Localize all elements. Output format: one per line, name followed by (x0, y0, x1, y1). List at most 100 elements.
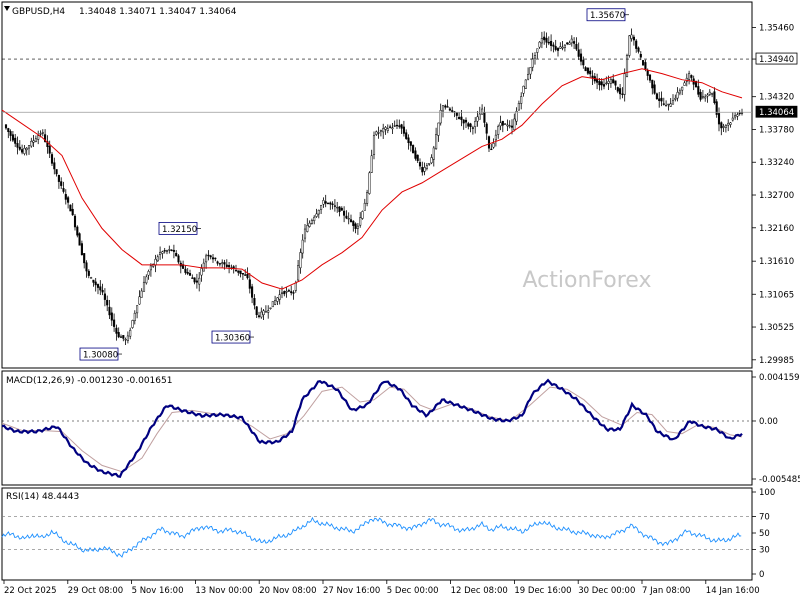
candle-body (720, 122, 723, 129)
candle-body (655, 93, 658, 99)
candle-body (131, 320, 134, 328)
candle-body (379, 130, 382, 132)
candle-body (731, 117, 734, 121)
candle-body (701, 96, 704, 98)
candle-body (550, 40, 553, 46)
macd-ytick-label: 0.004159 (759, 373, 800, 383)
candle-body (280, 292, 284, 294)
candle-body (724, 124, 727, 128)
candle-body (584, 67, 587, 72)
candle-body (129, 329, 132, 337)
candle-body (577, 49, 580, 57)
candle-body (487, 136, 491, 149)
candle-body (494, 134, 497, 141)
candle-body (87, 270, 90, 276)
candle-body (717, 113, 721, 125)
candle-body (113, 319, 116, 327)
candle-body (646, 70, 649, 76)
candle-body (338, 206, 341, 212)
candle-body (699, 91, 702, 100)
x-tick-label: 12 Dec 08:00 (451, 586, 508, 596)
candle-body (667, 103, 670, 106)
candle-body (678, 90, 681, 94)
candle-body (257, 315, 261, 317)
candle-body (142, 281, 146, 292)
candle-body (384, 127, 387, 130)
candle-body (216, 261, 219, 264)
candle-body (122, 335, 125, 339)
rsi-panel-frame (1, 487, 753, 581)
candle-body (428, 163, 431, 165)
watermark: ActionForex (523, 268, 652, 293)
candle-body (94, 281, 97, 286)
candle-body (533, 55, 537, 59)
candle-body (625, 55, 629, 77)
candle-body (497, 126, 500, 135)
candle-body (69, 204, 72, 212)
rsi-title: RSI(14) 48.4443 (6, 492, 79, 502)
candle-body (697, 86, 700, 95)
candle-body (83, 253, 86, 264)
x-axis: 22 Oct 2025 29 Oct 08:00 5 Nov 16:00 13 Nov… (3, 580, 760, 596)
macd-y-axis: 0.004159 0.00 -0.005485 (752, 373, 800, 485)
candle-body (163, 250, 166, 252)
candle-body (354, 223, 357, 229)
candle-body (738, 112, 741, 115)
price-ytick-label: 1.32700 (759, 191, 794, 201)
candle-body (734, 115, 737, 118)
header-collapse-icon[interactable] (4, 6, 10, 11)
candle-body (133, 312, 136, 321)
x-tick-label: 7 Jan 08:00 (642, 586, 690, 596)
candle-body (589, 70, 592, 75)
candle-body (740, 112, 744, 114)
candle-body (251, 286, 254, 298)
candle-body (708, 91, 711, 95)
candle-body (609, 79, 612, 84)
candle-body (7, 128, 10, 132)
candle-body (437, 122, 440, 136)
candle-body (736, 114, 739, 117)
candle-body (616, 87, 619, 92)
candle-body (195, 280, 198, 283)
candle-body (639, 53, 642, 58)
candle-body (292, 292, 295, 294)
candle-body (573, 41, 576, 44)
candle-body (439, 110, 442, 124)
candle-body (287, 290, 290, 292)
candle-body (464, 119, 468, 123)
candle-body (73, 215, 77, 228)
candle-body (315, 213, 318, 217)
candle-body (660, 97, 663, 102)
candle-body (543, 36, 546, 41)
candle-body (188, 273, 192, 276)
candle-body (729, 122, 732, 125)
price-hline-label: 1.34064 (759, 108, 794, 118)
candle-body (467, 123, 470, 127)
candle-body (41, 132, 44, 134)
candle-body (476, 116, 479, 122)
candle-body (504, 123, 507, 125)
candle-body (115, 327, 118, 334)
x-tick-label: 14 Jan 16:00 (706, 586, 760, 596)
candle-body (117, 332, 120, 338)
header-symbol: GBPUSD,H4 (12, 7, 65, 17)
candle-body (619, 88, 622, 95)
candle-body (370, 155, 373, 173)
candle-body (653, 84, 656, 94)
candle-body (232, 266, 235, 269)
candle-body (713, 91, 716, 103)
candle-body (416, 154, 419, 161)
price-ytick-label: 1.34320 (759, 93, 794, 103)
candle-body (303, 228, 307, 239)
candle-body (18, 146, 21, 150)
candle-body (253, 298, 256, 306)
candle-body (262, 310, 265, 315)
x-tick-label: 22 Oct 2025 (4, 586, 57, 596)
candle-body (64, 194, 67, 200)
candle-body (559, 46, 562, 49)
candle-body (297, 265, 300, 281)
candle-body (333, 205, 336, 207)
candle-body (156, 256, 159, 262)
candle-body (441, 105, 445, 112)
candle-body (471, 127, 474, 129)
